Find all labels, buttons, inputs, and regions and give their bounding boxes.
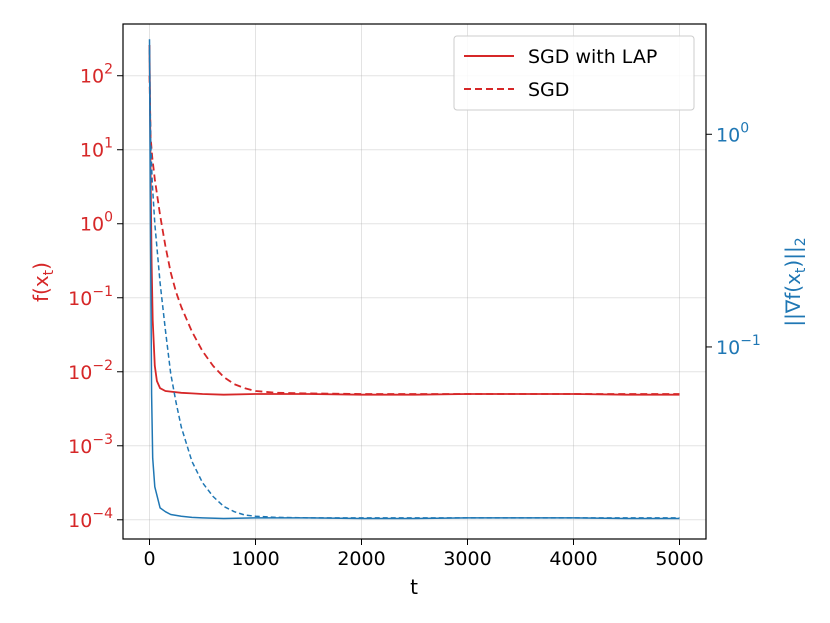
x-tick-label: 0 [143, 548, 155, 570]
x-axis-ticks: 0 1000 2000 3000 4000 5000 [143, 539, 704, 570]
y-left-tick-label: 10−1 [68, 284, 113, 310]
y-right-tick-label: 100 [716, 120, 749, 146]
plot-lines [148, 39, 680, 520]
x-tick-label: 4000 [549, 548, 597, 570]
series-line [148, 44, 680, 396]
x-tick-label: 2000 [337, 548, 385, 570]
y-left-tick-label: 10−2 [68, 358, 113, 384]
x-axis-label: t [410, 575, 418, 599]
plot-frame [122, 23, 707, 540]
y-left-tick-label: 10−4 [68, 506, 113, 532]
y-left-axis-ticks: 10−4 10−3 10−2 10−1 100 101 102 [68, 62, 123, 532]
x-tick-label: 1000 [231, 548, 279, 570]
x-tick-label: 5000 [655, 548, 703, 570]
series-line [148, 39, 680, 520]
series-line [148, 75, 680, 395]
series-line [148, 49, 680, 519]
y-left-tick-label: 101 [80, 136, 113, 162]
y-left-tick-label: 100 [80, 210, 113, 236]
y-right-axis-ticks: 10−1 100 [706, 120, 761, 359]
legend-entry-label: SGD [528, 79, 569, 101]
y-right-axis-label: ||∇f(xt)||2 [781, 237, 809, 326]
y-left-tick-label: 10−3 [68, 432, 113, 458]
legend-box [453, 35, 695, 111]
legend: SGD with LAP SGD [453, 35, 695, 111]
y-left-tick-label: 102 [80, 62, 113, 88]
legend-entry-label: SGD with LAP [528, 46, 657, 68]
y-right-tick-label: 10−1 [716, 333, 761, 359]
x-tick-label: 3000 [443, 548, 491, 570]
y-left-axis-label: f(xt) [29, 262, 57, 302]
